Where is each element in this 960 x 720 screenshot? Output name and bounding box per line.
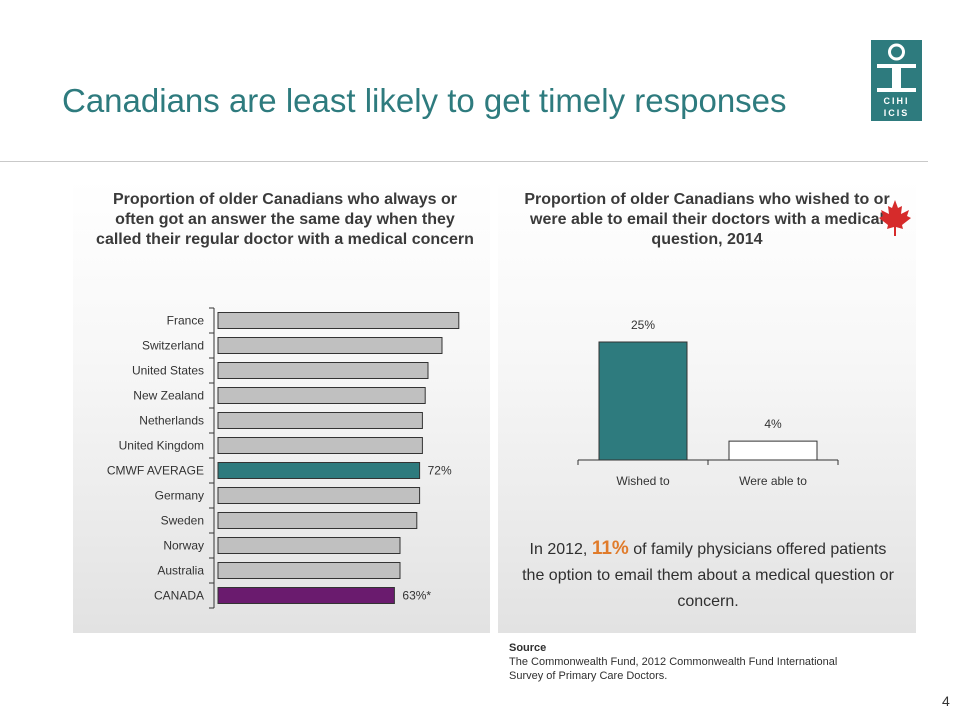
category-label: New Zealand bbox=[133, 389, 204, 403]
slide-title: Canadians are least likely to get timely… bbox=[62, 82, 787, 119]
cihi-logo: CIHI ICIS bbox=[871, 40, 922, 121]
bar-canada bbox=[217, 587, 395, 604]
logo-text-bottom: ICIS bbox=[884, 108, 910, 118]
category-label: CANADA bbox=[154, 589, 204, 603]
logo-text-top: CIHI bbox=[884, 96, 910, 106]
left-panel bbox=[73, 178, 490, 633]
bar-cmwf-average bbox=[217, 462, 421, 479]
bar-were-able-to bbox=[728, 440, 818, 461]
note-prefix: In 2012, bbox=[529, 541, 592, 558]
category-label: Were able to bbox=[739, 474, 807, 488]
bar-united-states bbox=[217, 362, 429, 379]
data-label: 63%* bbox=[402, 589, 431, 603]
right-panel-title: Proportion of older Canadians who wished… bbox=[524, 191, 890, 248]
physician-email-note: In 2012, 11% of family physicians offere… bbox=[520, 536, 896, 615]
category-label: Norway bbox=[163, 539, 204, 553]
bar-norway bbox=[217, 537, 401, 554]
bar-germany bbox=[217, 487, 421, 504]
bar-switzerland bbox=[217, 337, 443, 354]
note-suffix: of family physicians offered patients th… bbox=[522, 541, 894, 610]
category-label: Sweden bbox=[161, 514, 204, 528]
category-label: Australia bbox=[157, 564, 204, 578]
category-label: Wished to bbox=[616, 474, 670, 488]
note-highlight: 11% bbox=[591, 538, 629, 559]
category-label: Switzerland bbox=[142, 339, 204, 353]
title-divider bbox=[0, 161, 928, 162]
category-label: United States bbox=[132, 364, 204, 378]
bar-new-zealand bbox=[217, 387, 426, 404]
data-label: 4% bbox=[764, 417, 782, 431]
bar-australia bbox=[217, 562, 401, 579]
data-label: 25% bbox=[631, 318, 655, 332]
category-label: United Kingdom bbox=[119, 439, 204, 453]
bar-wished-to bbox=[598, 341, 688, 461]
category-label: Germany bbox=[155, 489, 204, 503]
source-heading: Source bbox=[509, 642, 547, 654]
source-text: The Commonwealth Fund, 2012 Commonwealth… bbox=[509, 656, 838, 682]
right-panel bbox=[498, 178, 916, 633]
data-label: 72% bbox=[428, 464, 452, 478]
bar-netherlands bbox=[217, 412, 423, 429]
bar-sweden bbox=[217, 512, 418, 529]
source-block: Source The Commonwealth Fund, 2012 Commo… bbox=[509, 641, 849, 683]
category-label: France bbox=[167, 314, 205, 328]
maple-leaf-icon bbox=[879, 200, 911, 236]
bar-united-kingdom bbox=[217, 437, 423, 454]
category-label: Netherlands bbox=[139, 414, 204, 428]
left-panel-title: Proportion of older Canadians who always… bbox=[96, 191, 474, 248]
bar-france bbox=[217, 312, 460, 329]
page-number: 4 bbox=[942, 693, 950, 709]
category-label: CMWF AVERAGE bbox=[107, 464, 204, 478]
